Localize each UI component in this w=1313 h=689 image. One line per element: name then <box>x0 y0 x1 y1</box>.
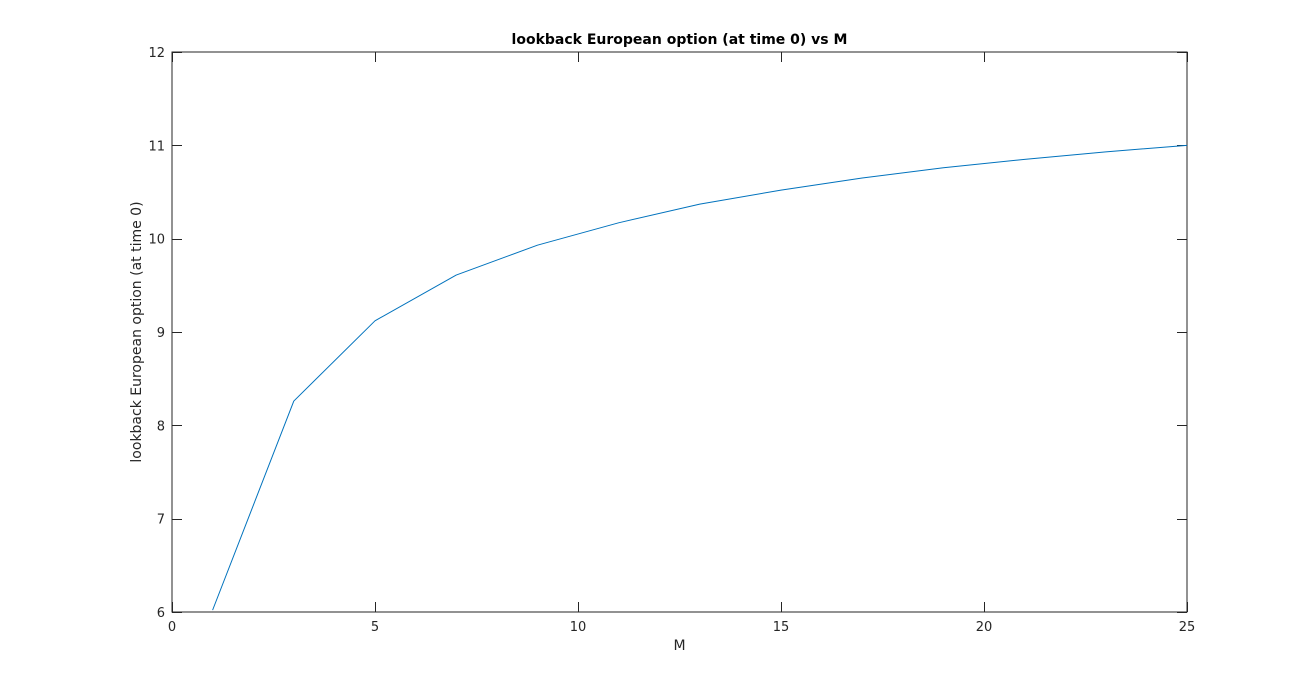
x-tick-label: 25 <box>1179 620 1196 635</box>
y-axis-title: lookback European option (at time 0) <box>129 201 145 462</box>
axes-box <box>171 51 1188 613</box>
x-tick-label: 20 <box>976 620 993 635</box>
y-tick-label: 7 <box>157 513 165 528</box>
x-tick-label: 10 <box>570 620 587 635</box>
y-axis: 6 7 8 9 10 11 12 <box>148 46 1187 621</box>
axes-frame <box>171 51 1188 613</box>
series-line-1 <box>212 144 1188 611</box>
x-axis: 0 5 10 15 20 25 <box>168 52 1195 635</box>
x-tick-label: 0 <box>168 620 176 635</box>
y-tick-label: 9 <box>157 326 165 341</box>
y-tick-label: 10 <box>148 233 165 248</box>
x-tick-label: 5 <box>371 620 379 635</box>
y-tick-label: 8 <box>157 419 165 434</box>
chart-title: lookback European option (at time 0) vs … <box>512 32 848 48</box>
x-axis-title: M <box>673 638 685 654</box>
x-tick-label: 15 <box>773 620 790 635</box>
plot-area <box>212 144 1188 611</box>
y-tick-label: 12 <box>148 46 165 61</box>
y-tick-label: 6 <box>157 606 165 621</box>
y-tick-label: 11 <box>148 139 165 154</box>
